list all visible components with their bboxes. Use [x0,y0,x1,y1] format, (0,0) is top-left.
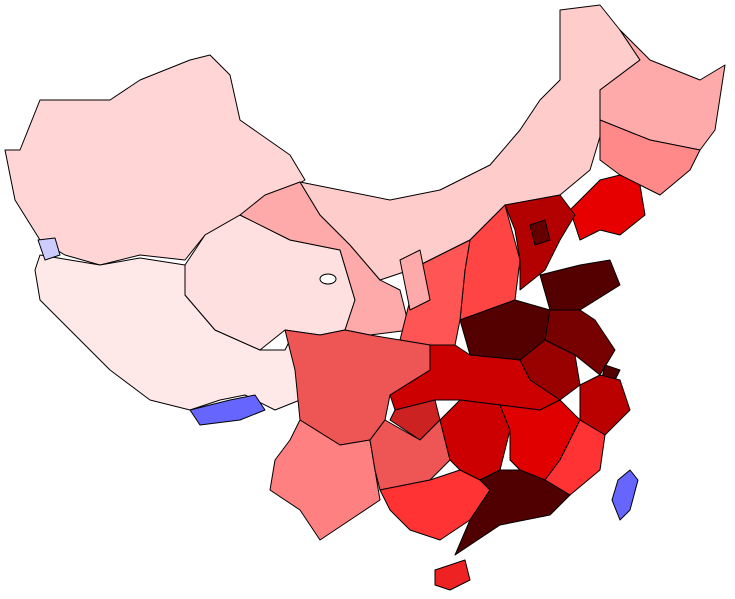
lake [319,273,337,285]
region [269,419,381,541]
region [611,469,639,521]
region [434,559,471,591]
region [299,4,641,281]
region [539,259,621,311]
region [189,394,266,426]
region [454,469,571,556]
region [599,119,701,196]
region [4,54,306,266]
region [569,174,646,241]
regions [4,4,726,591]
region [399,249,431,311]
region [439,399,511,481]
region [37,237,61,261]
region [529,219,551,246]
